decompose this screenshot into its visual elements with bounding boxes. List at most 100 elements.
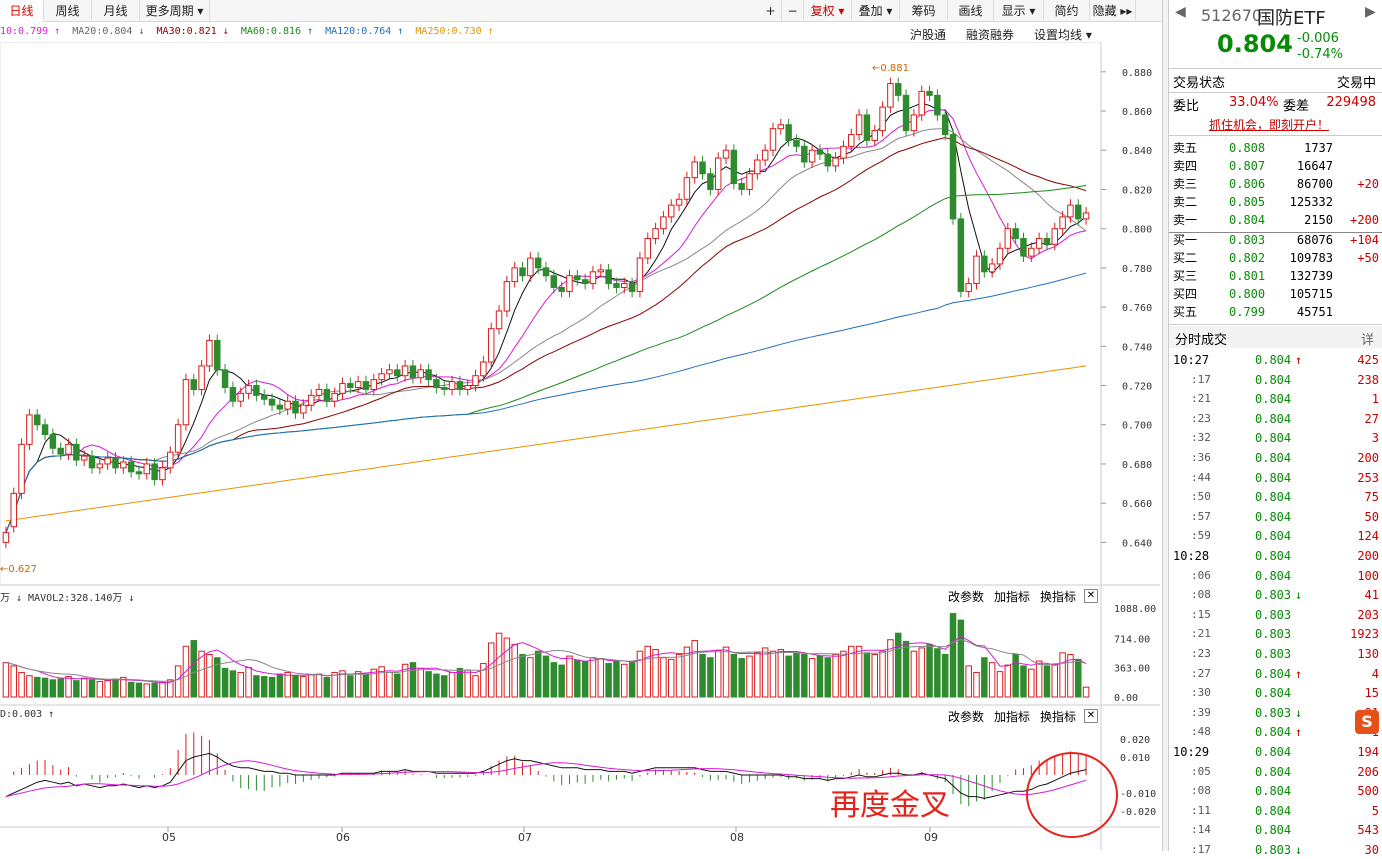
trade-price: 0.804 <box>1255 823 1292 838</box>
trade-arrow: ↓ <box>1295 843 1303 857</box>
macd-switch-indicator-button[interactable]: 换指标 <box>1040 710 1077 724</box>
price-tick-label: 0.860 <box>1122 107 1152 118</box>
chips-button[interactable]: 筹码 <box>900 0 948 22</box>
orderbook-row: 买三 0.801 132739 <box>1173 267 1379 285</box>
margin-link[interactable]: 融资融券 <box>966 28 1015 42</box>
candle-body <box>667 204 675 218</box>
ma-settings-button[interactable]: 设置均线 ▾ <box>1034 28 1092 42</box>
candle-body <box>1043 237 1051 245</box>
draw-button[interactable]: 画线 <box>948 0 994 22</box>
volume-bar <box>1082 686 1090 698</box>
display-button[interactable]: 显示 ▾ <box>994 0 1044 22</box>
trade-row: :48 0.804 ↑ 1 <box>1173 723 1379 741</box>
trade-arrow: ↓ <box>1295 588 1303 603</box>
candle-body <box>245 385 252 394</box>
trade-price: 0.804 <box>1255 490 1292 505</box>
volume-bar <box>824 657 832 698</box>
tab-monthly[interactable]: 月线 <box>92 0 140 22</box>
trade-row: :06 0.804 100 <box>1173 567 1379 585</box>
volume-bar <box>988 662 996 698</box>
candle-body <box>628 283 636 292</box>
volume-bar <box>378 666 385 698</box>
volume-bar <box>926 644 933 698</box>
vol-ma10-line <box>5 638 1087 682</box>
candle-body <box>996 247 1004 265</box>
overlay-button[interactable]: 叠加 ▾ <box>852 0 900 22</box>
candle-body <box>644 237 651 259</box>
candle-body <box>558 286 565 292</box>
trade-price: 0.803 <box>1255 647 1292 661</box>
price-tick-label: 0.640 <box>1122 538 1152 549</box>
price-tick-label: 0.840 <box>1122 146 1152 157</box>
vol-params-button[interactable]: 改参数 <box>948 590 985 604</box>
orderbook-row: 买四 0.800 105715 <box>1173 285 1379 303</box>
volume-bar <box>433 673 440 698</box>
open-account-link[interactable]: 抓住机会，即刻开户！ <box>1209 118 1330 132</box>
ma30-line <box>5 137 1087 533</box>
trade-volume: 203 <box>1357 607 1379 622</box>
tab-more-periods[interactable]: 更多周期 ▾ <box>140 0 210 22</box>
hide-button[interactable]: 隐藏 ▸▸ <box>1090 0 1136 22</box>
volume-bar <box>260 676 268 698</box>
ob-volume: 132739 <box>1289 269 1333 283</box>
volume-bar <box>949 613 957 698</box>
macd-close-icon[interactable]: ✕ <box>1084 709 1098 723</box>
trade-price: 0.804 <box>1255 549 1292 563</box>
next-stock-icon[interactable]: ▶ <box>1365 4 1376 20</box>
sogou-ime-icon[interactable]: S <box>1355 710 1379 734</box>
volume-tick-label: 363.00 <box>1114 663 1150 674</box>
tab-daily[interactable]: 日线 <box>0 0 44 22</box>
ratio-label: 委比 <box>1173 99 1200 114</box>
trades-detail-button[interactable]: 详 <box>1360 333 1374 348</box>
adjust-button[interactable]: 复权 ▾ <box>804 0 852 22</box>
kline-chart[interactable]: 0.880 0.860 0.840 0.820 0.800 0.780 0.760 0.740… <box>0 42 1162 850</box>
ob-label: 买五 <box>1173 305 1198 319</box>
trade-price: 0.804 <box>1255 764 1292 779</box>
candle-body <box>957 218 965 292</box>
candle-body <box>433 379 440 388</box>
volume-bar <box>785 655 792 698</box>
volume-bar <box>49 679 57 698</box>
trade-price: 0.803 <box>1255 705 1292 720</box>
volume-bar <box>10 665 17 698</box>
vol-close-icon[interactable]: ✕ <box>1084 589 1098 603</box>
vol-ma5-line <box>5 635 1087 684</box>
trade-volume: 500 <box>1357 784 1379 799</box>
volume-bar <box>284 671 291 698</box>
tab-weekly[interactable]: 周线 <box>44 0 92 22</box>
price-tick-label: 0.800 <box>1122 225 1152 236</box>
trade-price: 0.803 <box>1255 843 1292 857</box>
candle-body <box>1075 204 1082 220</box>
ob-label: 卖三 <box>1173 177 1198 191</box>
macd-add-indicator-button[interactable]: 加指标 <box>994 710 1031 724</box>
candle-body <box>49 434 57 449</box>
prev-stock-icon[interactable]: ◀ <box>1175 4 1186 20</box>
ob-price: 0.804 <box>1229 213 1266 227</box>
trade-time: :21 <box>1191 627 1211 641</box>
zoom-in-button[interactable]: + <box>760 0 782 22</box>
trade-price: 0.803 <box>1255 627 1292 642</box>
trade-volume: 30 <box>1364 843 1379 857</box>
trade-row: :23 0.804 27 <box>1173 410 1379 428</box>
candle-body <box>135 471 143 475</box>
volume-bar <box>738 658 745 698</box>
panel-splitter[interactable] <box>1162 0 1168 851</box>
orderbook-row: 卖一 0.804 2150 +200 <box>1173 211 1379 229</box>
candle-body <box>206 339 213 367</box>
vol-switch-indicator-button[interactable]: 换指标 <box>1040 590 1077 604</box>
macd-params-button[interactable]: 改参数 <box>948 710 985 724</box>
candle-body <box>331 392 338 402</box>
candle-body <box>354 381 362 388</box>
hk-connect-link[interactable]: 沪股通 <box>910 28 947 42</box>
candle-body <box>96 463 104 469</box>
ob-volume: 1737 <box>1304 141 1333 155</box>
simple-button[interactable]: 简约 <box>1044 0 1090 22</box>
volume-bar <box>1075 658 1082 698</box>
volume-bar <box>581 661 589 698</box>
candle-body <box>605 269 612 285</box>
zoom-out-button[interactable]: − <box>782 0 804 22</box>
candle-body <box>441 386 448 390</box>
candle-body <box>934 94 941 116</box>
vol-add-indicator-button[interactable]: 加指标 <box>994 590 1031 604</box>
candle-body <box>683 177 691 200</box>
